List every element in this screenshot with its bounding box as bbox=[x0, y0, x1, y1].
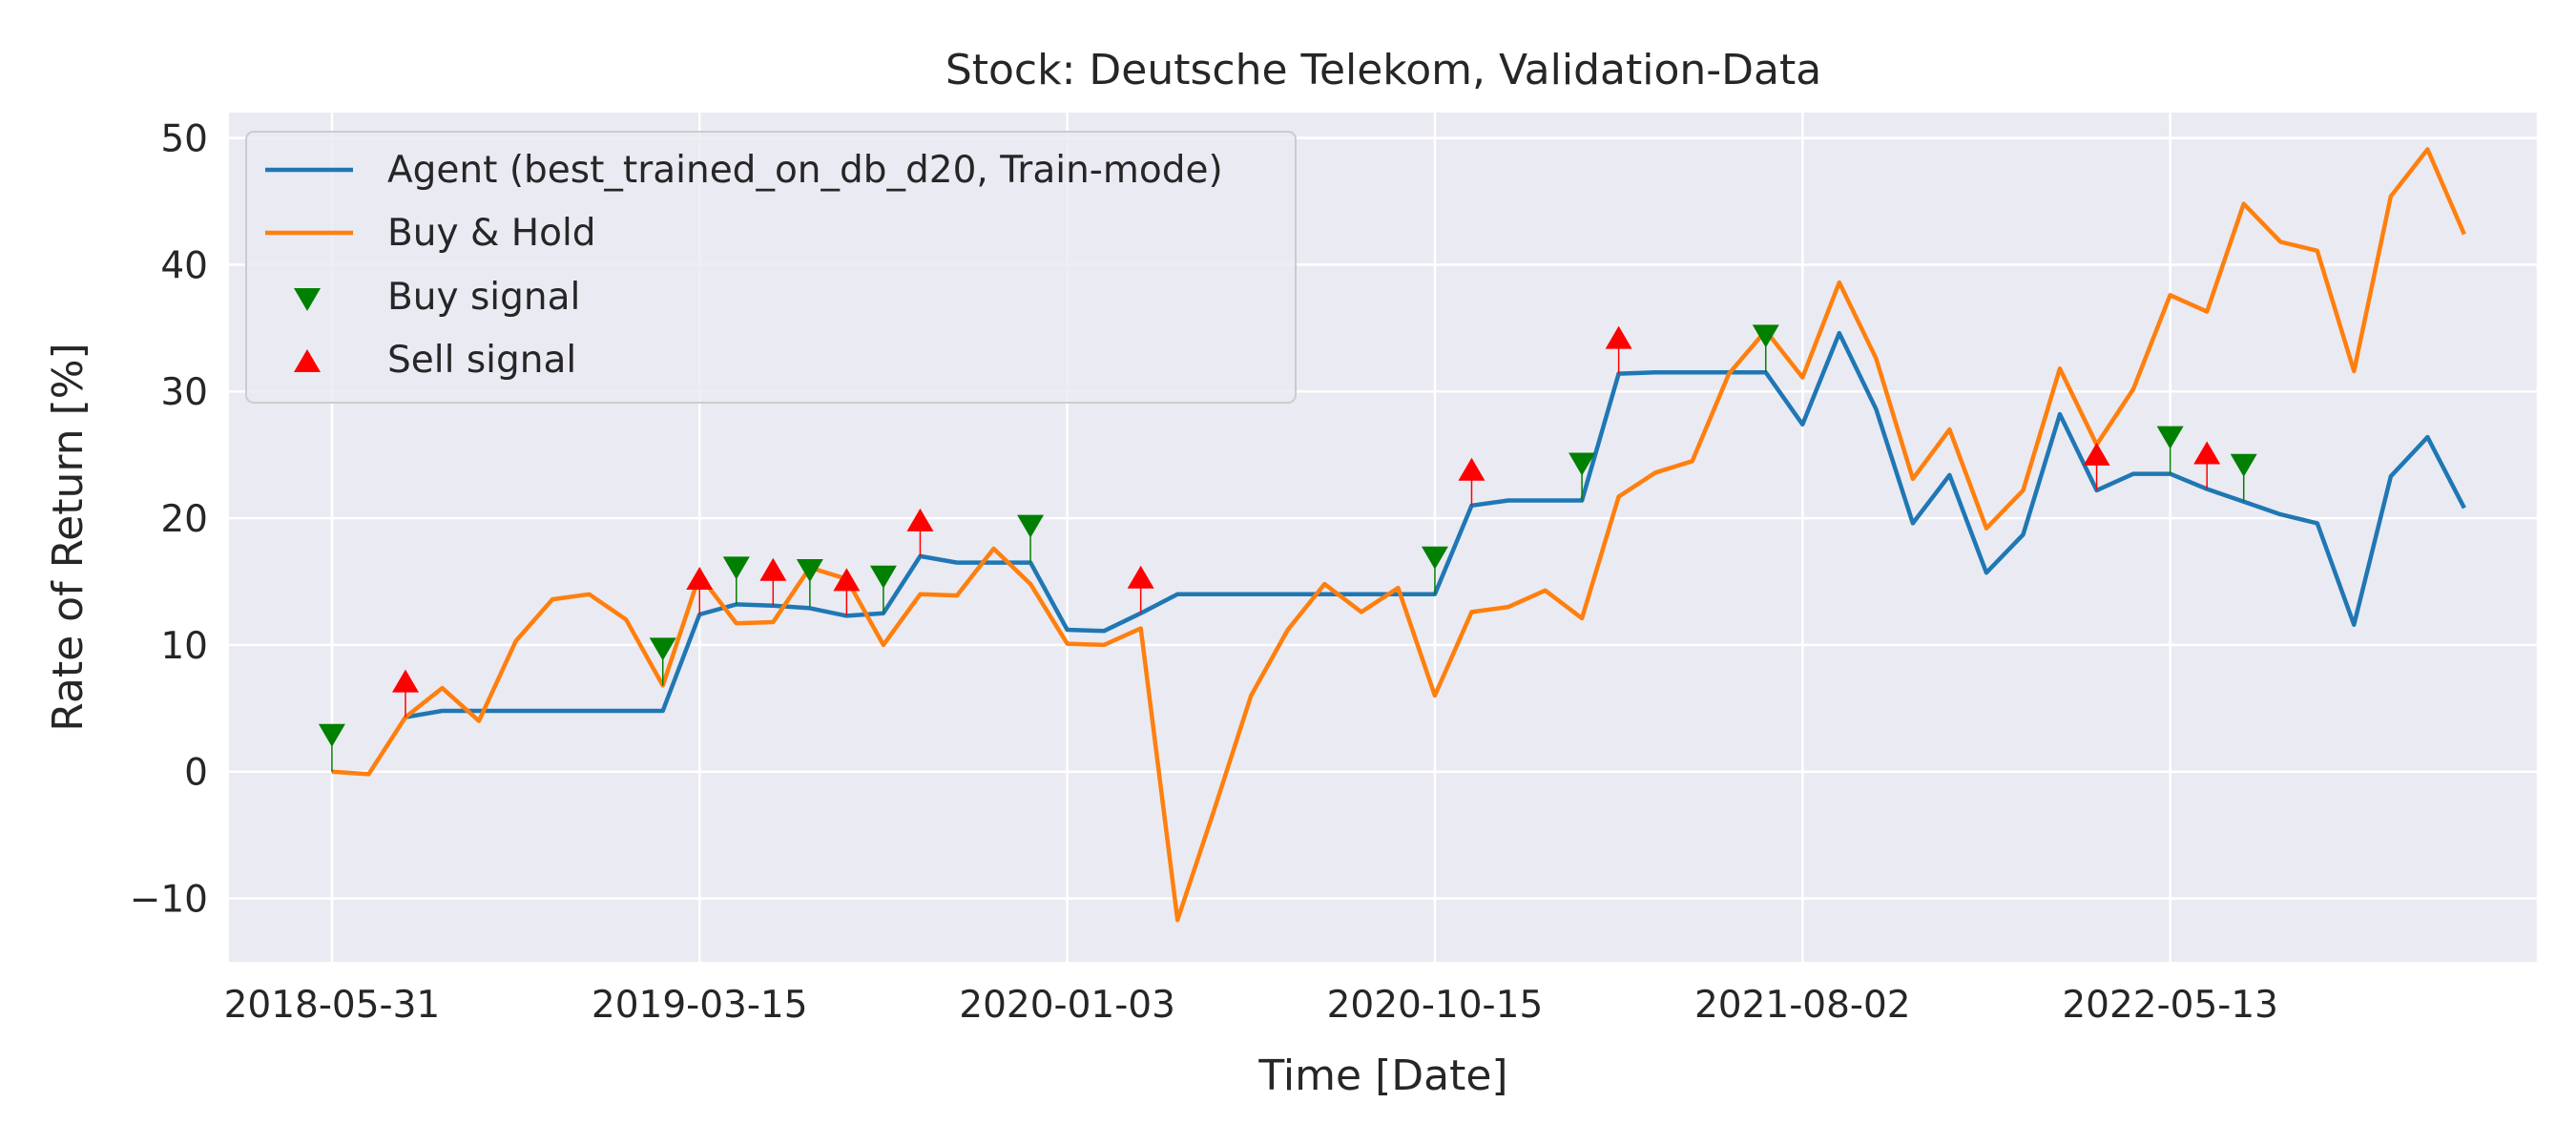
legend-box bbox=[245, 131, 1297, 404]
sell-signal-marker bbox=[686, 567, 714, 615]
sell-signal-marker bbox=[1127, 565, 1154, 614]
legend-sell-marker bbox=[294, 349, 321, 372]
buy-signal-marker bbox=[1752, 324, 1779, 373]
agent-series-line bbox=[405, 330, 2466, 719]
buy-signal-marker bbox=[1568, 452, 1596, 501]
sell-signal-marker bbox=[1458, 457, 1485, 506]
sell-signal-marker bbox=[2083, 442, 2110, 490]
buy-hold-series-line bbox=[331, 147, 2466, 923]
buy-signal-marker bbox=[649, 637, 676, 686]
signal-markers bbox=[318, 324, 2257, 772]
x-tick-label: 2022-05-13 bbox=[2062, 984, 2278, 1027]
legend-agent-label: Agent (best_trained_on_db_d20, Train-mod… bbox=[387, 149, 1223, 192]
buy-signal-marker bbox=[1017, 514, 1045, 563]
y-tick-label: 20 bbox=[160, 498, 208, 541]
y-tick-label: 10 bbox=[160, 625, 208, 668]
sell-signal-marker bbox=[1605, 325, 1632, 374]
buy-signal-marker bbox=[869, 565, 897, 614]
x-tick-label: 2020-01-03 bbox=[959, 984, 1175, 1027]
sell-signal-marker bbox=[906, 508, 934, 556]
series-lines bbox=[331, 147, 2466, 923]
y-axis-label: Rate of Return [%] bbox=[44, 343, 93, 731]
y-tick-label: 30 bbox=[160, 371, 208, 414]
legend-buyhold-label: Buy & Hold bbox=[387, 212, 596, 255]
sell-signal-marker bbox=[2193, 441, 2221, 489]
x-tick-label: 2019-03-15 bbox=[592, 984, 808, 1027]
tick-labels: −10 0 10 20 30 40 50 2018-05-31 2019-03-15 2020-0… bbox=[130, 118, 2278, 1027]
buy-signal-marker bbox=[796, 559, 823, 608]
y-tick-label: −10 bbox=[130, 879, 208, 922]
y-tick-label: 50 bbox=[160, 118, 208, 161]
legend: Agent (best_trained_on_db_d20, Train-mod… bbox=[245, 131, 1297, 404]
y-tick-label: 0 bbox=[184, 752, 208, 795]
chart-title: Stock: Deutsche Telekom, Validation-Data bbox=[945, 46, 1821, 94]
sell-signal-marker bbox=[759, 557, 787, 606]
sell-signal-marker bbox=[391, 669, 419, 718]
sell-signal-marker bbox=[833, 568, 861, 616]
legend-sell-label: Sell signal bbox=[387, 339, 576, 382]
x-tick-label: 2018-05-31 bbox=[224, 984, 441, 1027]
buy-signal-marker bbox=[2156, 426, 2184, 474]
buy-signal-marker bbox=[318, 723, 345, 772]
buy-signal-marker bbox=[2230, 453, 2257, 502]
x-axis-label: Time [Date] bbox=[1257, 1051, 1507, 1100]
buy-signal-marker bbox=[722, 556, 750, 605]
x-tick-label: 2020-10-15 bbox=[1327, 984, 1544, 1027]
x-tick-label: 2021-08-02 bbox=[1694, 984, 1911, 1027]
legend-buy-label: Buy signal bbox=[387, 276, 580, 319]
buy-signal-marker bbox=[1421, 546, 1448, 594]
y-tick-label: 40 bbox=[160, 244, 208, 287]
legend-buy-marker bbox=[294, 288, 321, 311]
